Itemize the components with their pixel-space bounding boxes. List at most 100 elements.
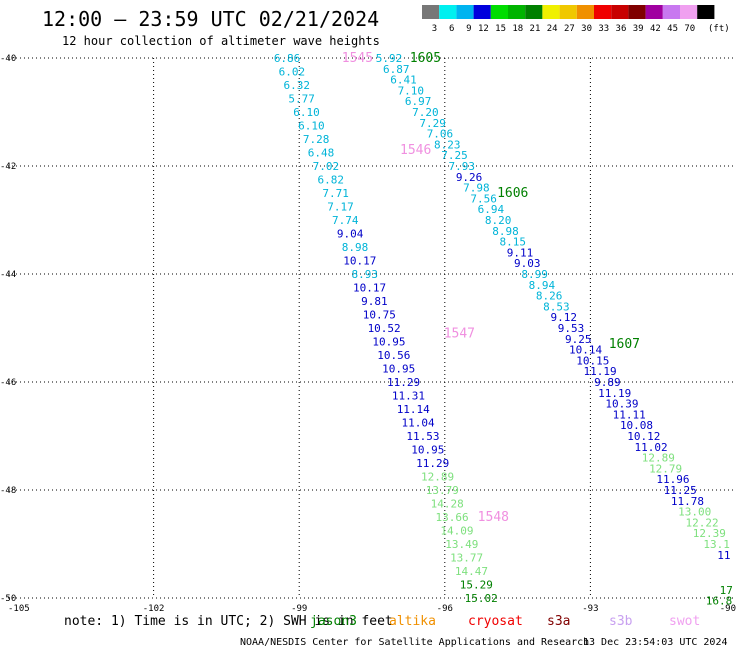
wave-height-value: 8.94 [529,279,556,292]
wave-height-value: 8.53 [543,300,570,313]
legend-swatch [525,5,543,19]
lon-tick-label: -102 [143,604,165,614]
wave-height-value: 7.02 [313,160,340,173]
legend-bin-label: 21 [530,24,541,34]
wave-height-value: 6.48 [308,147,335,160]
wave-height-value: 15.29 [460,579,493,592]
wave-height-value: 8.23 [434,138,461,151]
satellite-label: jason3 [310,614,357,629]
wave-height-value: 11.31 [392,390,425,403]
wave-height-value: 11.29 [416,457,449,470]
map-title: 12:00 – 23:59 UTC 02/21/2024 [42,7,379,31]
wave-height-value: 7.71 [322,187,349,200]
wave-height-value: 6.10 [293,106,320,119]
wave-height-value: 9.53 [558,322,585,335]
legend-swatch [439,5,457,19]
legend-swatch [645,5,663,19]
lon-tick-label: -93 [582,604,598,614]
legend-swatch [611,5,629,19]
wave-height-value: 6.86 [274,52,301,65]
wave-height-value: 6.94 [478,203,505,216]
lon-tick-label: -99 [291,604,307,614]
legend-swatch [456,5,474,19]
satellite-label: s3b [609,614,633,629]
wave-height-value: 10.08 [620,419,653,432]
wave-height-value: 11 [717,549,730,562]
wave-height-value: 7.56 [470,192,497,205]
map-subtitle: 12 hour collection of altimeter wave hei… [62,34,380,48]
footer-note: note: 1) Time is in UTC; 2) SWH is in fe… [64,614,393,629]
wave-height-value: 6.10 [298,120,325,133]
orbit-time-labels: 1545 1546 1547 1548 1605 1606 1607 [342,51,640,525]
legend-bin-label: 12 [478,24,489,34]
legend-bin-label: 70 [684,24,695,34]
lat-tick-label: -40 [0,54,16,64]
legend-swatch [490,5,508,19]
wave-height-value: 11.25 [664,484,697,497]
wave-height-value: 7.17 [327,201,354,214]
wave-height-value: 13.66 [436,511,469,524]
wave-height-value: 6.82 [317,174,344,187]
orbit-time-label: 1547 [444,326,475,341]
wave-height-value: 8.98 [342,241,369,254]
legend-bin-label: 15 [495,24,506,34]
wave-height-value: 8.15 [499,236,526,249]
wave-height-value: 11.14 [397,403,430,416]
wave-height-value: 16.8 [706,595,733,608]
footer-timestamp: 13 Dec 23:54:03 UTC 2024 [583,637,728,648]
lat-tick-label: -48 [0,486,16,496]
wave-height-value: 11.19 [598,387,631,400]
wave-height-value: 10.17 [343,255,376,268]
wave-height-value: 12.89 [421,471,454,484]
legend-bin-label: 3 [432,24,437,34]
legend-bin-label: 45 [667,24,678,34]
satellite-label: swot [669,614,700,629]
legend-bin-label: 30 [581,24,592,34]
orbit-time-label: 1548 [478,510,509,525]
legend-swatch [628,5,646,19]
legend-bin-label: 36 [616,24,627,34]
wave-height-value: 13.79 [426,484,459,497]
wave-height-value: 9.03 [514,257,541,270]
wave-height-value: 7.06 [427,128,454,141]
legend-bin-label: 27 [564,24,575,34]
wave-height-value: 10.95 [372,336,405,349]
wave-height-points: 6.866.026.325.776.106.107.286.487.026.82… [274,52,733,608]
legend-swatch [542,5,560,19]
wave-height-value: 8.93 [351,268,378,281]
wave-height-value: 11.04 [402,417,435,430]
legend-swatch [697,5,715,19]
wave-height-value: 11.96 [656,473,689,486]
wave-height-value: 11.53 [406,430,439,443]
lat-tick-label: -46 [0,378,16,388]
wave-height-value: 13.00 [678,506,711,519]
legend-bin-label: 33 [598,24,609,34]
lat-tick-label: -42 [0,162,16,172]
wave-height-value: 6.32 [284,79,311,92]
wave-height-value: 7.29 [419,117,446,130]
footer-credit: NOAA/NESDIS Center for Satellite Applica… [240,637,589,648]
wave-height-value: 10.95 [411,444,444,457]
wave-height-value: 12.39 [693,527,726,540]
wave-height-value: 9.25 [565,333,592,346]
legend-bin-label: 39 [633,24,644,34]
wave-height-value: 10.56 [377,349,410,362]
legend-bin-label: 24 [547,24,558,34]
legend-bin-label: 42 [650,24,661,34]
wave-height-value: 12.89 [642,452,675,465]
color-legend: 3 6 9 12 15 18 21 24 27 30 33 36 39 42 45 70 [422,5,715,34]
satellite-legend: jason3 altika cryosat s3a s3b swot [310,614,700,629]
legend-bin-label: 9 [466,24,471,34]
orbit-time-label: 1545 [342,51,373,66]
wave-height-value: 10.52 [368,322,401,335]
wave-height-value: 8.26 [536,290,563,303]
wave-height-value: 10.17 [353,282,386,295]
wave-height-value: 7.20 [412,106,439,119]
wave-height-value: 5.77 [288,93,315,106]
wave-height-value: 11.19 [584,365,617,378]
wave-height-value: 5.92 [376,52,403,65]
wave-height-value: 9.04 [337,228,364,241]
wave-height-value: 11.78 [671,495,704,508]
wave-height-value: 10.39 [605,398,638,411]
